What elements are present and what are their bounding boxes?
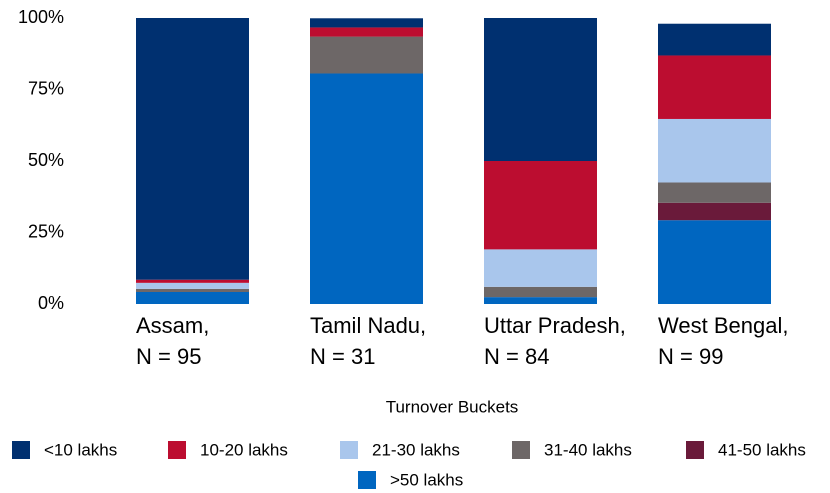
legend-title: Turnover Buckets [386,397,519,416]
legend-label: <10 lakhs [44,440,117,459]
bar-segment [136,288,249,292]
bar-segment [484,161,597,250]
bar-segment [658,182,771,203]
legend-swatch [358,471,376,489]
legend-label: >50 lakhs [390,470,463,489]
legend-label: 10-20 lakhs [200,440,288,459]
y-tick-label: 100% [18,7,64,27]
legend-swatch [12,441,30,459]
legend-swatch [686,441,704,459]
bar-segment [484,286,597,298]
bar-segment [310,73,423,304]
legend-label: 21-30 lakhs [372,440,460,459]
bar-segment [310,36,423,74]
legend-swatch [340,441,358,459]
bar-segment [136,279,249,283]
legend-label: 41-50 lakhs [718,440,806,459]
x-tick-label: West Bengal, N = 99 [658,313,789,369]
bar-segment [658,118,771,183]
legend-label: 31-40 lakhs [544,440,632,459]
bar-segment [310,27,423,37]
bar-segment [136,291,249,304]
bar-segment [658,55,771,119]
bar-segment [658,202,771,221]
x-tick-label: Uttar Pradesh, N = 84 [484,313,626,369]
bar-segment [484,18,597,161]
y-tick-label: 75% [28,78,64,98]
bar-segment [484,297,597,304]
x-tick-label: Assam, N = 95 [136,313,210,369]
bar-segment [484,249,597,287]
y-tick-label: 25% [28,221,64,241]
y-tick-label: 50% [28,150,64,170]
bar-segment [310,18,423,28]
bar-segment [136,18,249,280]
bar-segment [658,220,771,304]
bar-segment [658,23,771,56]
y-tick-label: 0% [38,293,64,313]
bar-segment [136,282,249,289]
x-tick-label: Tamil Nadu, N = 31 [310,313,427,369]
legend-swatch [512,441,530,459]
legend-swatch [168,441,186,459]
